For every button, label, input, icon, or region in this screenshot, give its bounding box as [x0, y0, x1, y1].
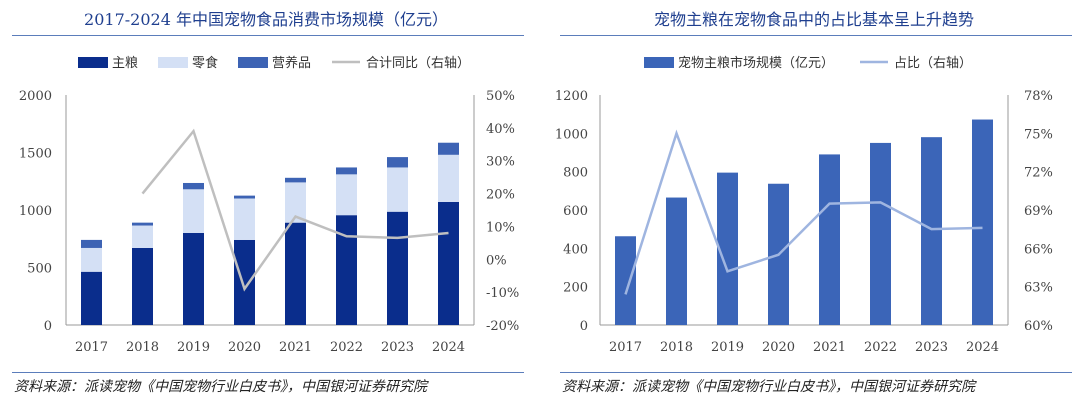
left-axis-tick-label: 200: [563, 281, 588, 296]
bar-segment-supplement: [234, 195, 255, 199]
x-axis-tick-label: 2024: [966, 340, 999, 355]
legend-label: 零食: [192, 55, 218, 71]
growth-line-series: [141, 128, 449, 292]
legend-swatch: [238, 57, 268, 68]
bar-segment-supplement: [285, 177, 306, 183]
legend-swatch: [158, 57, 188, 68]
legend-label: 主粮: [112, 56, 138, 71]
right-axis-tick-label: 40%: [486, 122, 515, 137]
x-axis-tick-label: 2022: [864, 340, 897, 355]
right-axis-tick-label: 69%: [1024, 204, 1053, 219]
chart-title: 2017-2024 年中国宠物食品消费市场规模（亿元）: [84, 10, 448, 29]
left-axis-tick-label: 500: [27, 262, 52, 277]
right-axis-tick-label: 63%: [1024, 281, 1053, 296]
source-note: 资料来源：派读宠物《中国宠物行业白皮书》，中国银河证券研究院: [562, 379, 975, 395]
x-axis-tick-label: 2019: [177, 340, 210, 355]
left-axis-tick-label: 800: [563, 166, 588, 181]
right-axis-tick-label: 60%: [1024, 319, 1053, 334]
left-axis-tick-label: 1000: [19, 204, 52, 219]
left-axis-tick-label: 1200: [555, 89, 588, 104]
bar-staple-market-size: [819, 154, 840, 325]
share-line-series: [624, 129, 983, 295]
right-axis-tick-label: 78%: [1024, 89, 1053, 104]
legend-label: 占比（右轴）: [894, 56, 972, 71]
right-axis-tick-label: 66%: [1024, 242, 1053, 257]
bar-segment-snack: [438, 154, 459, 202]
x-axis-tick-label: 2017: [609, 340, 642, 355]
bar-segment-staple: [234, 239, 255, 325]
bar-segment-snack: [234, 198, 255, 240]
x-axis-tick-label: 2024: [432, 340, 465, 355]
chart-title: 宠物主粮在宠物食品中的占比基本呈上升趋势: [653, 10, 974, 29]
bar-segment-snack: [183, 189, 204, 233]
x-axis-tick-label: 2022: [330, 340, 363, 355]
bar-segment-supplement: [438, 142, 459, 155]
bar-segment-supplement: [336, 167, 357, 175]
left-axis-tick-label: 600: [563, 204, 588, 219]
left-axis-tick-label: 400: [563, 242, 588, 257]
legend-swatch: [644, 57, 674, 68]
bar-staple-market-size: [615, 236, 636, 325]
left-axis-tick-label: 0: [580, 319, 588, 334]
source-divider: [560, 372, 1072, 373]
x-axis-tick-label: 2017: [75, 340, 108, 355]
right-axis-tick-label: -20%: [486, 319, 519, 334]
bar-segment-staple: [183, 233, 204, 325]
legend-swatch: [78, 57, 108, 68]
bar-staple-market-size: [972, 119, 993, 326]
bar-segment-staple: [336, 215, 357, 325]
right-axis-tick-label: 10%: [486, 220, 515, 235]
left-axis-tick-label: 1500: [19, 147, 52, 162]
right-axis-tick-label: 0%: [486, 253, 507, 268]
x-axis-tick-label: 2018: [126, 340, 159, 355]
left-axis-tick-label: 0: [44, 319, 52, 334]
bar-segment-supplement: [387, 157, 408, 168]
bar-segment-snack: [336, 174, 357, 216]
right-axis-tick-label: 50%: [486, 89, 515, 104]
bar-staple-market-size: [921, 137, 942, 325]
x-axis-tick-label: 2021: [279, 340, 312, 355]
bar-staple-market-size: [717, 172, 738, 325]
x-axis-tick-label: 2021: [813, 340, 846, 355]
legend-label: 宠物主粮市场规模（亿元）: [678, 55, 834, 71]
bar-staple-market-size: [666, 197, 687, 325]
x-axis-tick-label: 2023: [381, 340, 414, 355]
bar-segment-staple: [285, 222, 306, 325]
x-axis-tick-label: 2020: [762, 340, 795, 355]
left-axis-tick-label: 1000: [555, 127, 588, 142]
x-axis-tick-label: 2023: [915, 340, 948, 355]
bar-segment-staple: [438, 201, 459, 325]
x-axis-tick-label: 2019: [711, 340, 744, 355]
title-divider: [12, 35, 524, 36]
x-axis-tick-label: 2020: [228, 340, 261, 355]
title-divider: [560, 35, 1072, 36]
bar-segment-staple: [132, 247, 153, 325]
legend-label: 营养品: [272, 55, 311, 71]
right-axis-tick-label: 30%: [486, 155, 515, 170]
right-axis-tick-label: 75%: [1024, 127, 1053, 142]
bar-segment-staple: [387, 211, 408, 325]
bar-segment-supplement: [183, 182, 204, 190]
source-note: 资料来源：派读宠物《中国宠物行业白皮书》，中国银河证券研究院: [14, 379, 427, 395]
x-axis-tick-label: 2018: [660, 340, 693, 355]
bar-segment-staple: [81, 271, 102, 325]
bar-segment-snack: [285, 182, 306, 223]
legend-label: 合计同比（右轴）: [366, 56, 470, 71]
right-axis-tick-label: -10%: [486, 286, 519, 301]
source-divider: [12, 372, 524, 373]
right-axis-tick-label: 72%: [1024, 166, 1053, 181]
left-axis-tick-label: 2000: [19, 89, 52, 104]
bar-staple-market-size: [870, 142, 891, 325]
bar-segment-supplement: [132, 222, 153, 226]
stacked-bar-chart: 0 500 1000 1500 2000 -20% -10% 0% 10% 20% 30% 40% 50…: [19, 55, 519, 355]
bar-segment-supplement: [81, 239, 102, 248]
bar-line-chart: 0 200 400 600 800 1000 1200 60% 63% 66% 69% 72% 75% 7…: [555, 55, 1053, 355]
right-axis-tick-label: 20%: [486, 188, 515, 203]
bar-segment-snack: [387, 167, 408, 212]
bar-segment-snack: [81, 247, 102, 272]
bar-segment-snack: [132, 225, 153, 248]
